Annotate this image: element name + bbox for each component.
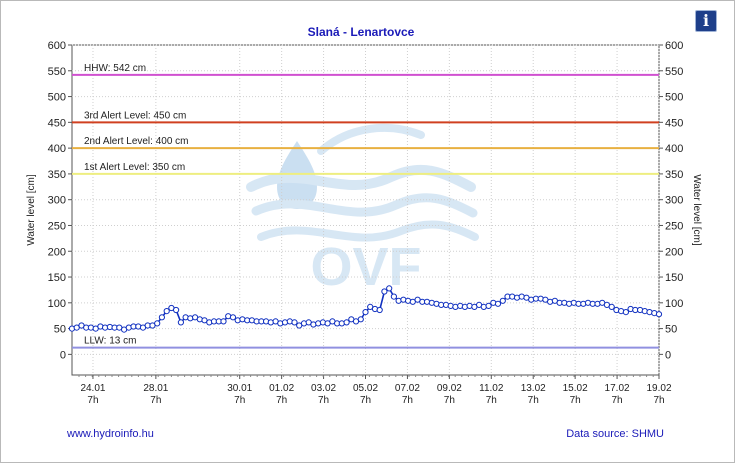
x-tick-label-hour: 7h — [87, 395, 98, 406]
hydroinfo-link[interactable]: www.hydroinfo.hu — [67, 428, 154, 440]
threshold-label: 1st Alert Level: 350 cm — [84, 162, 185, 173]
y-tick-label-right: 100 — [665, 298, 683, 310]
y-tick-label-left: 300 — [48, 195, 66, 207]
y-tick-label-left: 500 — [48, 92, 66, 104]
threshold-label: LLW: 13 cm — [84, 336, 136, 347]
x-tick-label-date: 03.02 — [311, 383, 336, 394]
data-point — [381, 288, 388, 295]
data-point — [177, 319, 184, 326]
x-tick-label-date: 28.01 — [143, 383, 168, 394]
y-tick-label-left: 50 — [54, 324, 66, 336]
x-tick-label-date: 09.02 — [437, 383, 462, 394]
x-tick-label-date: 11.02 — [479, 383, 504, 394]
y-tick-label-left: 550 — [48, 66, 66, 78]
y-tick-label-right: 500 — [665, 92, 683, 104]
x-tick-label-hour: 7h — [444, 395, 455, 406]
y-tick-label-left: 250 — [48, 220, 66, 232]
data-point — [229, 314, 237, 321]
data-point — [608, 303, 615, 310]
y-tick-label-right: 150 — [665, 272, 683, 284]
water-drop-icon — [277, 141, 317, 209]
y-tick-label-left: 400 — [48, 143, 66, 155]
x-tick-label-hour: 7h — [486, 395, 497, 406]
chart-title: Slaná - Lenartovce — [308, 25, 415, 39]
y-tick-label-right: 550 — [665, 66, 683, 78]
x-tick-label-hour: 7h — [150, 395, 161, 406]
x-tick-label-date: 19.02 — [646, 383, 671, 394]
y-tick-label-right: 400 — [665, 143, 683, 155]
x-tick-label-date: 24.01 — [80, 383, 105, 394]
x-tick-label-hour: 7h — [276, 395, 287, 406]
data-point — [163, 308, 170, 315]
x-tick-label-hour: 7h — [318, 395, 329, 406]
y-tick-label-left: 600 — [48, 40, 66, 52]
y-axis-label-right: Water level [cm] — [691, 174, 702, 246]
y-axis-label-left: Water level [cm] — [26, 174, 37, 246]
wave-icon — [317, 123, 425, 155]
y-tick-label-left: 350 — [48, 169, 66, 181]
data-point — [357, 316, 364, 323]
x-tick-label-hour: 7h — [612, 395, 623, 406]
data-point — [291, 319, 298, 326]
info-icon: i — [702, 11, 710, 30]
x-tick-label-date: 01.02 — [269, 383, 294, 394]
data-point — [154, 320, 161, 327]
y-tick-label-right: 600 — [665, 40, 683, 52]
y-tick-label-right: 300 — [665, 195, 683, 207]
y-axis-right: 0 50 100 150 200 250 300 350 400 450 500 550 600 — [659, 40, 683, 361]
threshold-label: HHW: 542 cm — [84, 63, 146, 74]
wave-icon — [251, 193, 478, 218]
data-source-text: Data source: SHMU — [566, 428, 664, 440]
y-tick-label-right: 350 — [665, 169, 683, 181]
y-tick-label-left: 100 — [48, 298, 66, 310]
data-point — [655, 311, 663, 318]
y-tick-label-right: 200 — [665, 246, 683, 258]
x-tick-label-date: 07.02 — [395, 383, 420, 394]
y-tick-label-left: 150 — [48, 272, 66, 284]
y-tick-label-left: 200 — [48, 246, 66, 258]
x-tick-label-hour: 7h — [653, 395, 664, 406]
y-tick-label-left: 450 — [48, 117, 66, 129]
data-point — [386, 285, 393, 292]
data-point — [158, 314, 165, 321]
y-tick-label-right: 450 — [665, 117, 683, 129]
x-tick-label-date: 15.02 — [563, 383, 588, 394]
threshold-label: 2nd Alert Level: 400 cm — [84, 136, 189, 147]
data-point — [173, 306, 180, 314]
x-tick-label-date: 30.01 — [227, 383, 252, 394]
y-tick-label-right: 50 — [665, 324, 677, 336]
data-point — [376, 306, 383, 314]
y-tick-label-right: 0 — [665, 349, 671, 361]
x-axis: 24.017h28.017h30.017h01.027h03.027h05.02… — [78, 375, 672, 406]
x-tick-label-date: 17.02 — [605, 383, 630, 394]
data-point — [622, 309, 630, 316]
x-tick-label-hour: 7h — [528, 395, 539, 406]
x-tick-label-hour: 7h — [570, 395, 581, 406]
threshold-lines: HHW: 542 cm 3rd Alert Level: 450 cm 2nd Al… — [72, 63, 659, 349]
y-axis-left: 0 50 100 150 200 250 300 350 400 450 500 550 600 — [48, 40, 72, 361]
x-tick-label-hour: 7h — [234, 395, 245, 406]
ovf-watermark-logo: OVF — [246, 123, 479, 297]
wave-icon — [257, 220, 479, 242]
x-tick-label-date: 05.02 — [353, 383, 378, 394]
data-point — [343, 319, 350, 326]
y-tick-label-left: 0 — [60, 349, 66, 361]
data-point — [499, 297, 506, 304]
threshold-label: 3rd Alert Level: 450 cm — [84, 110, 186, 121]
water-level-series — [68, 285, 663, 333]
data-point — [494, 300, 502, 307]
data-point — [485, 302, 492, 309]
data-point — [362, 309, 369, 316]
y-tick-label-right: 250 — [665, 220, 683, 232]
data-point — [220, 318, 227, 325]
info-button[interactable]: i — [695, 10, 717, 32]
x-tick-label-date: 13.02 — [521, 383, 546, 394]
data-point — [390, 293, 397, 300]
x-tick-label-hour: 7h — [402, 395, 413, 406]
x-tick-label-hour: 7h — [360, 395, 371, 406]
